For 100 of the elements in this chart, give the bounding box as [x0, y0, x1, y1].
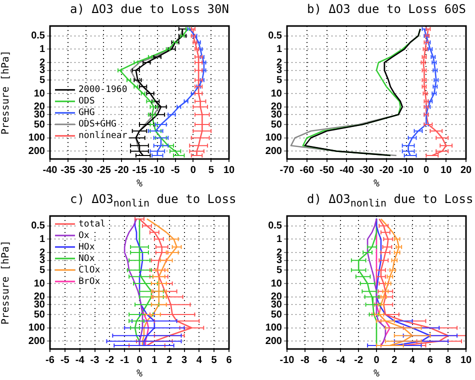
- y-tick-label: 50: [34, 309, 46, 320]
- x-tick-label: -6: [318, 354, 328, 366]
- y-tick-label: 3: [39, 65, 46, 76]
- x-tick-label: 5: [211, 354, 218, 366]
- x-tick-label: 5: [208, 164, 214, 176]
- y-tick-label: 50: [270, 309, 282, 320]
- x-tick-label: -2: [354, 354, 364, 366]
- x-tick-label: -35: [60, 164, 76, 176]
- x-tick-label: 10: [460, 354, 472, 366]
- y-tick-label: 100: [28, 132, 46, 144]
- x-tick-label: 6: [226, 354, 232, 366]
- y-tick-label: 200: [265, 146, 282, 157]
- legend-label: Ox: [78, 230, 90, 241]
- y-tick-label: 100: [28, 322, 46, 334]
- x-tick-label: -2: [105, 354, 115, 366]
- y-tick-label: 5: [276, 74, 282, 86]
- y-tick-label: 0.5: [31, 30, 46, 42]
- x-tick-label: 0: [190, 164, 196, 176]
- legend-label: BrOx: [78, 276, 101, 287]
- legend-label: 2000-1960: [78, 85, 128, 96]
- x-axis-title: %: [373, 368, 380, 380]
- y-tick-label: 200: [265, 336, 282, 347]
- x-tick-label: -20: [379, 164, 394, 176]
- x-axis-title: %: [136, 368, 143, 380]
- y-tick-label: 3: [276, 255, 282, 266]
- x-tick-label: 1: [152, 354, 158, 366]
- x-tick-label: 8: [445, 354, 452, 366]
- x-tick-label: 20: [460, 164, 472, 176]
- y-tick-label: 1: [276, 234, 282, 245]
- y-tick-label: 10: [270, 278, 282, 290]
- y-tick-label: 10: [270, 88, 282, 100]
- legend-label: ODS+GHG: [78, 120, 116, 130]
- legend-label: HOx: [78, 242, 96, 252]
- x-tick-label: -10: [399, 164, 414, 176]
- y-tick-label: 50: [270, 119, 282, 130]
- x-tick-label: -10: [150, 164, 166, 176]
- y-tick-label: 5: [276, 264, 282, 276]
- x-tick-label: -10: [280, 354, 295, 366]
- x-tick-label: 4: [410, 354, 416, 366]
- x-tick-label: 0: [136, 354, 143, 366]
- x-tick-label: 3: [181, 354, 188, 366]
- x-tick-label: -5: [170, 164, 180, 176]
- y-tick-label: 3: [276, 65, 282, 76]
- y-axis-title: Pressure [hPa]: [0, 240, 12, 325]
- chart-title: c) ΔO3$_{nonlin}$ due to Loss: [69, 191, 237, 210]
- x-tick-label: -30: [359, 164, 374, 176]
- y-tick-label: 5: [39, 264, 46, 276]
- x-tick-label: 10: [440, 164, 452, 176]
- y-tick-label: 100: [265, 132, 282, 144]
- x-tick-label: -20: [114, 164, 130, 176]
- x-axis-title: %: [373, 178, 380, 190]
- x-tick-label: 2: [392, 354, 398, 366]
- y-tick-label: 1: [39, 234, 46, 245]
- legend-label: ODS: [78, 96, 95, 107]
- x-tick-label: 10: [223, 164, 235, 176]
- x-tick-label: -5: [60, 354, 70, 366]
- y-tick-label: 5: [39, 74, 46, 86]
- x-tick-label: 4: [196, 354, 202, 366]
- x-tick-label: -40: [42, 164, 58, 176]
- y-tick-label: 200: [28, 146, 46, 157]
- x-tick-label: -40: [339, 164, 354, 176]
- x-tick-label: -70: [280, 164, 295, 176]
- x-tick-label: -6: [46, 354, 55, 366]
- y-tick-label: 1: [39, 44, 46, 55]
- x-tick-label: -1: [120, 354, 130, 366]
- x-tick-label: 0: [423, 164, 430, 176]
- x-axis-title: %: [136, 178, 143, 190]
- y-tick-label: 0.5: [31, 220, 46, 232]
- x-tick-label: -4: [75, 354, 85, 366]
- y-tick-label: 30: [34, 109, 46, 120]
- x-tick-label: -50: [320, 164, 334, 176]
- y-axis-title: Pressure [hPa]: [0, 50, 12, 135]
- chart-title: d) ΔO3$_{nonlin}$ due to Loss: [306, 191, 474, 210]
- chart-title: b) ΔO3 due to Loss 60S: [306, 1, 467, 18]
- x-tick-label: 2: [166, 354, 173, 366]
- y-tick-label: 30: [270, 299, 282, 310]
- x-tick-label: -25: [96, 164, 112, 176]
- legend-label: nonlinear: [78, 131, 128, 142]
- y-tick-label: 200: [28, 336, 46, 347]
- y-tick-label: 1: [276, 44, 282, 55]
- legend-label: total: [78, 219, 106, 230]
- chart-title: a) ΔO3 due to Loss 30N: [69, 1, 230, 18]
- legend-label: GHG: [78, 108, 95, 118]
- legend-label: NOx: [78, 254, 96, 264]
- y-tick-label: 30: [270, 109, 282, 120]
- y-tick-label: 50: [34, 119, 46, 130]
- y-tick-label: 100: [265, 322, 282, 334]
- y-tick-label: 30: [34, 299, 46, 310]
- y-tick-label: 0.5: [268, 220, 282, 232]
- legend-label: ClOx: [78, 265, 101, 276]
- x-tick-label: -8: [300, 354, 310, 366]
- x-tick-label: 0: [374, 354, 380, 366]
- x-tick-label: 6: [427, 354, 434, 366]
- x-tick-label: -4: [336, 354, 346, 366]
- y-tick-label: 10: [34, 88, 46, 100]
- x-tick-label: -60: [300, 164, 315, 176]
- x-tick-label: -3: [90, 354, 100, 366]
- y-tick-label: 10: [34, 278, 46, 290]
- y-tick-label: 0.5: [268, 30, 282, 42]
- y-tick-label: 3: [39, 255, 46, 266]
